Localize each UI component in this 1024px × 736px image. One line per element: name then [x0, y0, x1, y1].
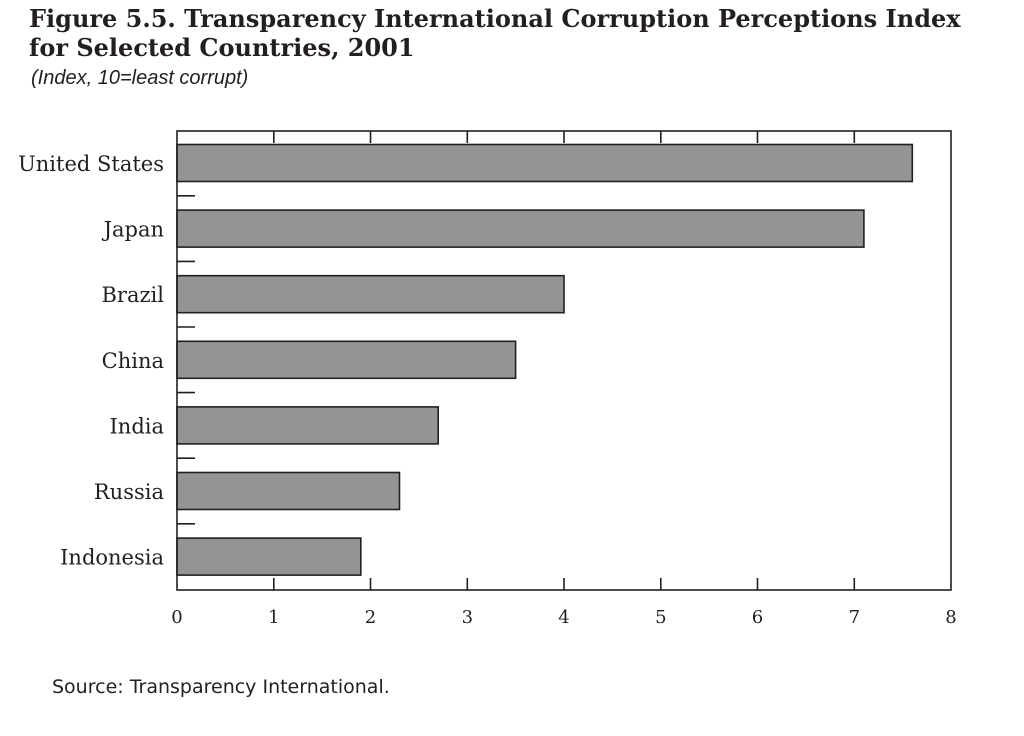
- bar-china: [176, 340, 517, 380]
- category-label-india: India: [110, 414, 165, 438]
- bar-brazil: [176, 274, 565, 314]
- x-tick-label: 7: [849, 607, 860, 628]
- bar-russia: [176, 471, 401, 511]
- x-tick-label: 8: [945, 607, 956, 628]
- category-label-china: China: [102, 349, 164, 373]
- x-tick-label: 5: [655, 607, 666, 628]
- x-tick-label: 6: [752, 607, 763, 628]
- category-label-united-states: United States: [18, 152, 164, 176]
- y-axis-ticks: [177, 195, 195, 525]
- x-axis-tick-labels: 0 1 2 3 4 5 6 7 8: [171, 607, 956, 628]
- chart-title: Figure 5.5. Transparency International C…: [29, 4, 989, 62]
- x-tick-label: 0: [171, 607, 182, 628]
- x-tick-label: 2: [365, 607, 376, 628]
- chart-subtitle: (Index, 10=least corrupt): [31, 67, 249, 89]
- x-axis-ticks: [272, 131, 856, 590]
- bar-indonesia: [176, 537, 362, 576]
- plot-frame: [176, 130, 952, 591]
- chart-title-line-2: for Selected Countries, 2001: [29, 33, 415, 62]
- x-tick-label: 4: [558, 607, 569, 628]
- x-tick-label: 3: [462, 607, 473, 628]
- chart-title-line-1: Figure 5.5. Transparency International C…: [29, 4, 961, 33]
- source-note: Source: Transparency International.: [52, 676, 390, 698]
- bars-layer: [176, 143, 914, 576]
- x-tick-label: 1: [268, 607, 279, 628]
- category-label-brazil: Brazil: [102, 283, 165, 307]
- category-labels: United States Japan Brazil China India Russia…: [18, 152, 164, 570]
- bar-india: [176, 406, 440, 445]
- bar-japan: [176, 209, 865, 248]
- category-label-indonesia: Indonesia: [60, 546, 164, 570]
- category-label-japan: Japan: [102, 218, 164, 242]
- category-label-russia: Russia: [94, 480, 164, 504]
- bar-united-states: [176, 143, 914, 183]
